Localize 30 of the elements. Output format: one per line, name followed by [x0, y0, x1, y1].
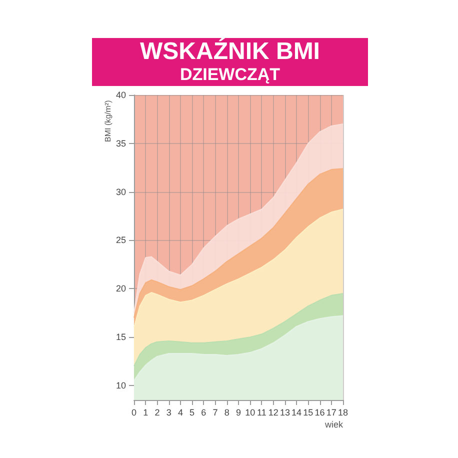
x-tick-label: 14: [292, 408, 302, 418]
x-tick-label: 4: [178, 408, 183, 418]
x-tick-label: 0: [131, 408, 137, 418]
y-tick-label: 10: [116, 380, 126, 390]
y-tick-label: 25: [116, 235, 126, 246]
x-tick-label: 9: [236, 408, 242, 418]
x-tick-label: 6: [201, 408, 206, 418]
x-tick-label: 8: [224, 408, 230, 418]
x-tick-label: 17: [326, 408, 336, 418]
x-axis-title: wiek: [324, 420, 344, 430]
x-tick-label: 13: [280, 408, 290, 418]
y-tick-label: 35: [116, 138, 126, 148]
chart-subtitle: DZIEWCZĄT: [178, 65, 282, 84]
x-tick-label: 10: [245, 408, 256, 418]
y-axis-title: BMI (kg/m²): [104, 100, 112, 142]
x-tick-label: 15: [303, 408, 314, 418]
x-tick-label: 1: [143, 408, 148, 418]
y-tick-label: 40: [116, 90, 126, 100]
chart-title: WSKAŹNIK BMI: [139, 38, 321, 65]
x-tick-label: 18: [338, 408, 348, 418]
x-tick-label: 16: [314, 408, 325, 418]
y-tick-label: 15: [116, 332, 126, 342]
y-tick-label: 20: [116, 284, 126, 294]
x-tick-label: 2: [154, 408, 160, 418]
x-tick-label: 3: [166, 408, 172, 418]
y-tick-label: 30: [116, 186, 126, 197]
x-tick-label: 5: [190, 408, 195, 418]
x-tick-label: 12: [268, 408, 278, 418]
x-tick-label: 7: [212, 408, 218, 418]
x-tick-label: 11: [257, 408, 266, 418]
